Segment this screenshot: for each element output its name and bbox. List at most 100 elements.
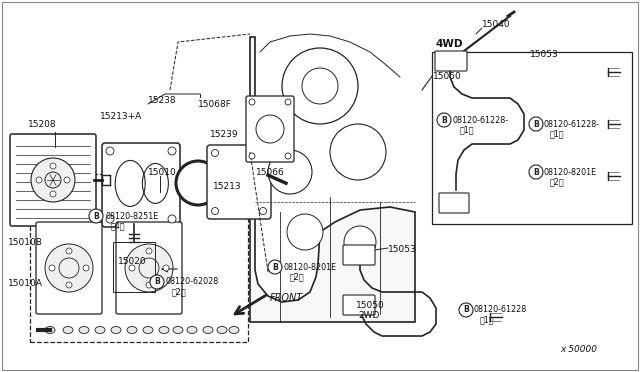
Text: B: B <box>533 167 539 176</box>
Circle shape <box>529 117 543 131</box>
FancyBboxPatch shape <box>10 134 96 226</box>
Circle shape <box>529 165 543 179</box>
Circle shape <box>282 48 358 124</box>
Circle shape <box>259 208 266 215</box>
Text: 15010B: 15010B <box>8 237 43 247</box>
Ellipse shape <box>95 327 105 334</box>
Circle shape <box>49 265 55 271</box>
Circle shape <box>150 275 164 289</box>
FancyBboxPatch shape <box>435 51 467 71</box>
Circle shape <box>129 265 135 271</box>
Ellipse shape <box>173 327 183 334</box>
Text: 15208: 15208 <box>28 119 56 128</box>
Ellipse shape <box>187 327 197 334</box>
Text: 15010A: 15010A <box>8 279 43 289</box>
Circle shape <box>50 191 56 197</box>
Ellipse shape <box>229 327 239 334</box>
Circle shape <box>459 303 473 317</box>
Polygon shape <box>250 37 415 322</box>
Circle shape <box>146 282 152 288</box>
Text: 〈4〉: 〈4〉 <box>111 221 125 231</box>
Text: 08120-61228-: 08120-61228- <box>544 119 600 128</box>
Ellipse shape <box>79 327 89 334</box>
Bar <box>432 52 632 224</box>
Text: 〈1〉: 〈1〉 <box>460 125 474 135</box>
Ellipse shape <box>63 327 73 334</box>
Text: 2WD: 2WD <box>358 311 380 321</box>
Text: 08120-61228-: 08120-61228- <box>453 115 509 125</box>
Bar <box>113 242 155 292</box>
Text: B: B <box>272 263 278 272</box>
FancyBboxPatch shape <box>102 143 180 227</box>
Circle shape <box>249 99 255 105</box>
Text: 15053: 15053 <box>388 246 417 254</box>
Text: 15040: 15040 <box>482 19 511 29</box>
Circle shape <box>50 163 56 169</box>
FancyBboxPatch shape <box>439 193 469 213</box>
Circle shape <box>285 99 291 105</box>
Text: 15050: 15050 <box>433 71 461 80</box>
Circle shape <box>36 177 42 183</box>
Circle shape <box>66 282 72 288</box>
Circle shape <box>106 147 114 155</box>
Text: B: B <box>154 278 160 286</box>
Text: 08120-62028: 08120-62028 <box>166 278 220 286</box>
Text: 08120-8201E: 08120-8201E <box>544 167 597 176</box>
Text: FRONT: FRONT <box>270 293 303 303</box>
Circle shape <box>106 215 114 223</box>
Text: 4WD: 4WD <box>436 39 463 49</box>
Ellipse shape <box>111 327 121 334</box>
Circle shape <box>330 124 386 180</box>
Circle shape <box>268 150 312 194</box>
Text: 15020: 15020 <box>118 257 147 266</box>
FancyBboxPatch shape <box>207 145 271 219</box>
Text: B: B <box>533 119 539 128</box>
Text: 15050: 15050 <box>356 301 385 311</box>
Circle shape <box>268 260 282 274</box>
Text: 〈2〉: 〈2〉 <box>290 273 305 282</box>
Ellipse shape <box>143 327 153 334</box>
Ellipse shape <box>217 327 227 334</box>
Text: 15053: 15053 <box>530 49 559 58</box>
Text: 〈1〉: 〈1〉 <box>480 315 495 324</box>
Circle shape <box>176 161 220 205</box>
Text: 08120-61228: 08120-61228 <box>474 305 527 314</box>
Circle shape <box>163 265 169 271</box>
Text: B: B <box>441 115 447 125</box>
Text: 15066: 15066 <box>256 167 285 176</box>
Ellipse shape <box>127 327 137 334</box>
Circle shape <box>249 153 255 159</box>
FancyBboxPatch shape <box>116 222 182 314</box>
Text: 08120-8251E: 08120-8251E <box>105 212 158 221</box>
Ellipse shape <box>45 327 55 334</box>
Text: 15068F: 15068F <box>198 99 232 109</box>
Circle shape <box>64 177 70 183</box>
Circle shape <box>211 208 218 215</box>
Text: 15213+A: 15213+A <box>100 112 142 121</box>
Text: 〈2〉: 〈2〉 <box>172 288 187 296</box>
Circle shape <box>83 265 89 271</box>
Circle shape <box>31 158 75 202</box>
Text: 〈2〉: 〈2〉 <box>550 177 564 186</box>
Circle shape <box>125 244 173 292</box>
Text: 08120-8201E: 08120-8201E <box>284 263 337 272</box>
Text: x 50000: x 50000 <box>560 346 597 355</box>
FancyBboxPatch shape <box>36 222 102 314</box>
Circle shape <box>168 147 176 155</box>
Ellipse shape <box>203 327 213 334</box>
Text: 15239: 15239 <box>210 129 239 138</box>
Circle shape <box>344 226 376 258</box>
Circle shape <box>89 209 103 223</box>
Ellipse shape <box>159 327 169 334</box>
Text: 15010: 15010 <box>148 167 177 176</box>
Circle shape <box>168 215 176 223</box>
Text: B: B <box>93 212 99 221</box>
FancyBboxPatch shape <box>343 295 375 315</box>
Circle shape <box>45 244 93 292</box>
Circle shape <box>285 153 291 159</box>
FancyBboxPatch shape <box>343 245 375 265</box>
Text: 〈1〉: 〈1〉 <box>550 129 564 138</box>
Circle shape <box>146 248 152 254</box>
Circle shape <box>211 150 218 157</box>
Text: 15238: 15238 <box>148 96 177 105</box>
